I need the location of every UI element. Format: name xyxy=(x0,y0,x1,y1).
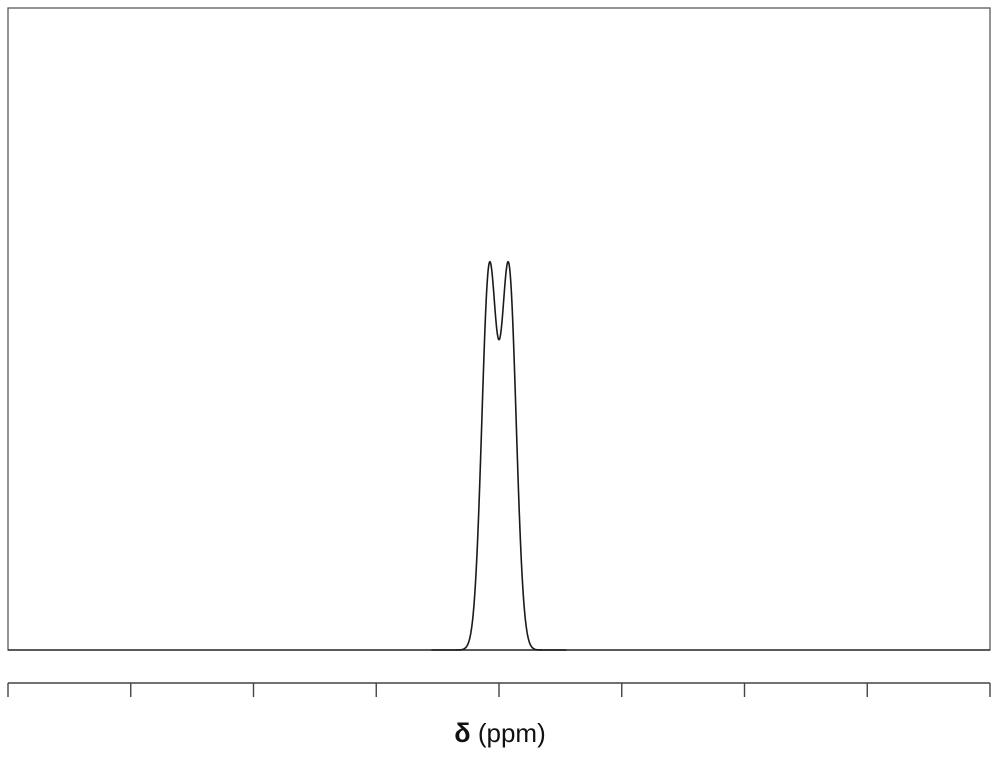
plot-frame xyxy=(7,7,991,651)
x-axis-title: δ (ppm) xyxy=(0,718,1000,749)
x-axis-unit: (ppm) xyxy=(477,718,546,748)
x-axis-symbol: δ xyxy=(454,718,471,748)
spectrum-series xyxy=(431,260,567,651)
x-axis-ticks xyxy=(7,683,991,697)
doublet-signal-line xyxy=(431,260,567,651)
